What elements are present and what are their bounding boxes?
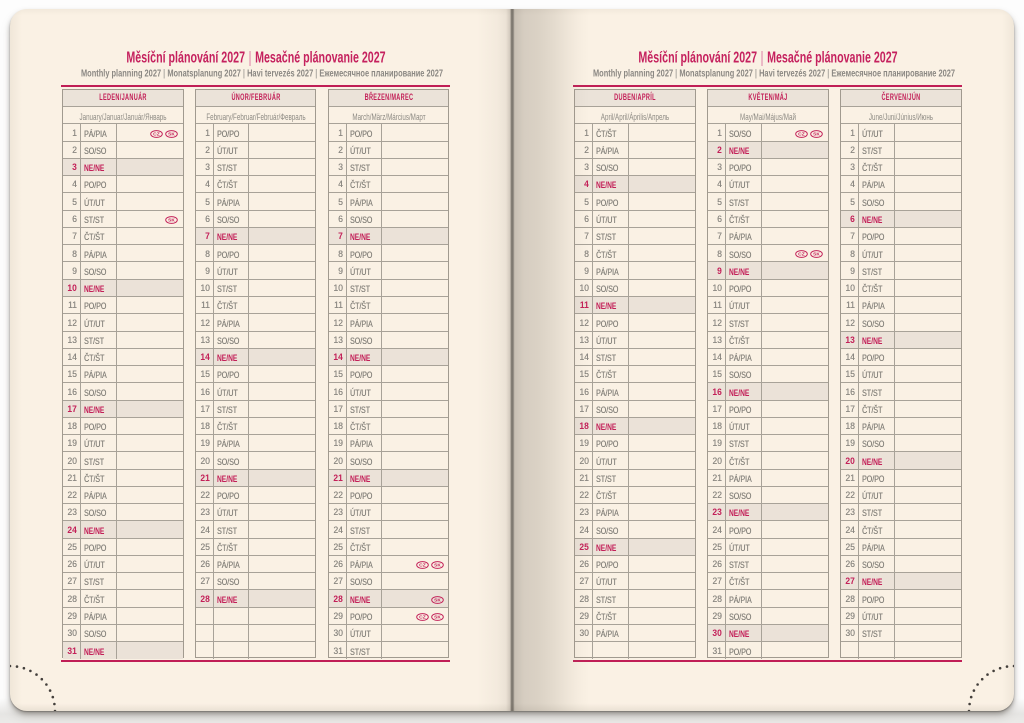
svg-text:SK: SK [168, 131, 175, 136]
svg-text:CZ: CZ [419, 614, 426, 619]
svg-text:CZ: CZ [419, 563, 426, 568]
svg-text:SK: SK [813, 252, 820, 257]
svg-text:CZ: CZ [153, 131, 160, 136]
svg-text:CZ: CZ [798, 252, 805, 257]
svg-text:CZ: CZ [798, 131, 805, 136]
svg-text:SK: SK [434, 614, 441, 619]
svg-text:SK: SK [434, 597, 441, 602]
svg-text:SK: SK [813, 131, 820, 136]
svg-text:SK: SK [168, 217, 175, 222]
svg-text:SK: SK [434, 563, 441, 568]
